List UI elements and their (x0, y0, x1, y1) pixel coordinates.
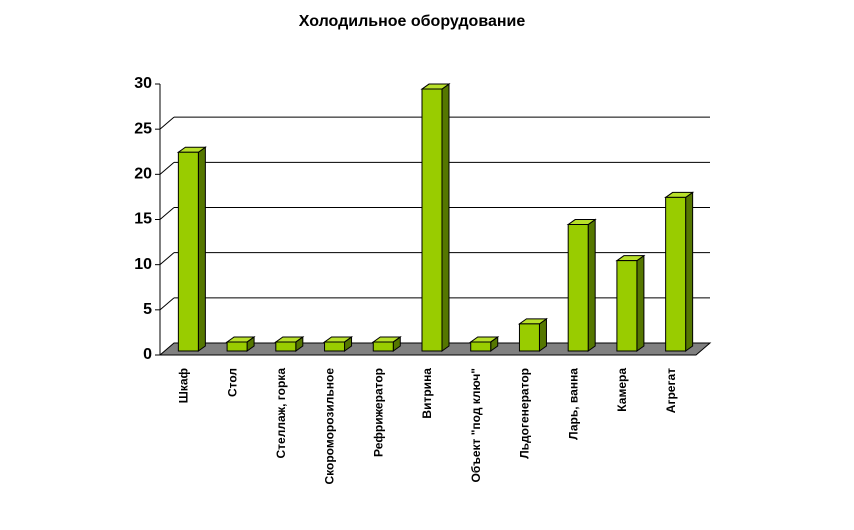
bar-front (470, 341, 492, 352)
bar-side (197, 146, 206, 352)
grid-line (159, 161, 175, 175)
y-tick-label: 5 (143, 301, 152, 318)
x-tick-label: Ларь, ванна (566, 368, 580, 440)
y-tick-label: 30 (134, 75, 152, 92)
bar (469, 335, 500, 352)
bar-front (567, 224, 589, 352)
bar-side (587, 218, 596, 352)
bar (225, 335, 256, 352)
x-tick-label: Объект "под ключ" (469, 368, 483, 483)
x-tick-label: Льдогенератор (518, 368, 532, 459)
y-tick-label: 15 (134, 211, 152, 228)
bar (615, 254, 646, 352)
bar-front (518, 323, 540, 352)
bar-side (685, 191, 694, 352)
bar (274, 335, 305, 352)
x-tick-label: Скоромороз­ильное (323, 368, 337, 485)
chart-title: Холодильное оборудование (299, 13, 526, 30)
bar-front (226, 341, 248, 352)
bar (420, 83, 451, 352)
bar (371, 335, 402, 352)
grid-line (159, 252, 175, 266)
bar (322, 335, 354, 352)
x-tick-label: Рефрижератор (371, 368, 385, 457)
x-tick-label: Агрегат (664, 368, 678, 413)
grid-line (159, 116, 175, 130)
grid-line (159, 207, 175, 220)
x-tick-label: Шкаф (177, 368, 191, 404)
bar-front (372, 341, 394, 352)
bar-side (441, 83, 450, 352)
grid-line (159, 297, 175, 311)
y-tick-label: 25 (134, 120, 152, 137)
y-tick-label: 0 (143, 346, 152, 363)
bar-front (616, 260, 638, 352)
x-tick-label: Стол (225, 368, 239, 397)
bar-front (275, 341, 297, 352)
bar-front (421, 88, 443, 352)
bar (517, 317, 549, 352)
y-tick-label: 10 (134, 256, 152, 273)
bar-front (324, 341, 346, 352)
y-tick-label: 20 (134, 166, 152, 183)
x-tick-label: Стеллаж, горка (274, 368, 288, 459)
bar-side (636, 254, 645, 352)
x-tick-label: Камера (615, 368, 629, 412)
bar (176, 146, 207, 352)
bar-front (665, 196, 687, 352)
x-tick-label: Витрина (420, 368, 434, 419)
bar-front (177, 151, 199, 352)
bar (566, 218, 597, 352)
bar (664, 191, 695, 352)
